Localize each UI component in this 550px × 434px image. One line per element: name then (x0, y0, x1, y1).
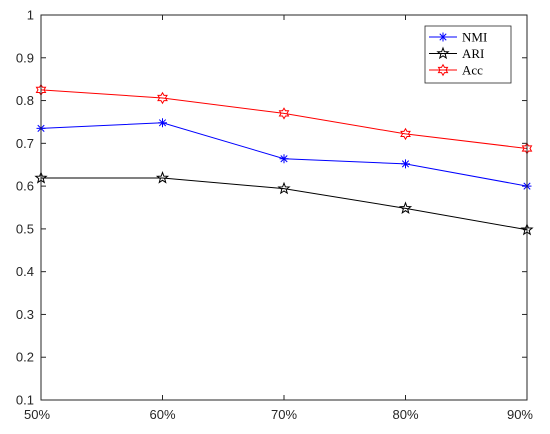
plot-frame (40, 14, 528, 401)
y-tick-label: 0.3 (16, 307, 34, 322)
series-line-acc (40, 89, 528, 149)
y-tick-label: 0.6 (16, 179, 34, 194)
data-point-acc (157, 91, 168, 105)
legend-label-ari: ARI (462, 46, 484, 61)
legend-marker-ari (436, 46, 450, 60)
data-point-nmi (401, 159, 410, 169)
x-tick-label: 60% (149, 407, 175, 422)
data-point-ari (277, 181, 291, 195)
x-axis: 50% 60% 70% 80% 90% (24, 15, 533, 422)
legend-marker-nmi (438, 32, 448, 42)
x-tick-label: 70% (271, 407, 297, 422)
legend-marker-acc (437, 63, 449, 77)
y-tick-label: 0.2 (16, 350, 34, 365)
y-tick-label: 0.8 (16, 93, 34, 108)
data-point-ari (398, 201, 413, 214)
series-line-ari (41, 177, 528, 231)
legend-label-nmi: NMI (462, 30, 487, 45)
y-tick-label: 0.5 (16, 221, 34, 236)
data-point-acc (278, 107, 290, 120)
x-tick-label: 90% (507, 407, 533, 422)
legend-box (424, 25, 512, 84)
data-point-nmi (158, 118, 167, 128)
y-tick-label: 0.9 (16, 50, 34, 65)
data-point-acc (400, 127, 411, 141)
x-tick-label: 80% (392, 407, 418, 422)
y-tick-label: 0.7 (16, 136, 34, 151)
y-tick-label: 0.1 (16, 393, 34, 408)
data-point-ari (155, 171, 170, 184)
y-tick-label: 1 (27, 8, 34, 23)
legend-label-acc: Acc (462, 63, 483, 78)
x-tick-label: 50% (24, 407, 50, 422)
y-tick-label: 0.4 (16, 264, 34, 279)
data-point-nmi (279, 154, 289, 164)
